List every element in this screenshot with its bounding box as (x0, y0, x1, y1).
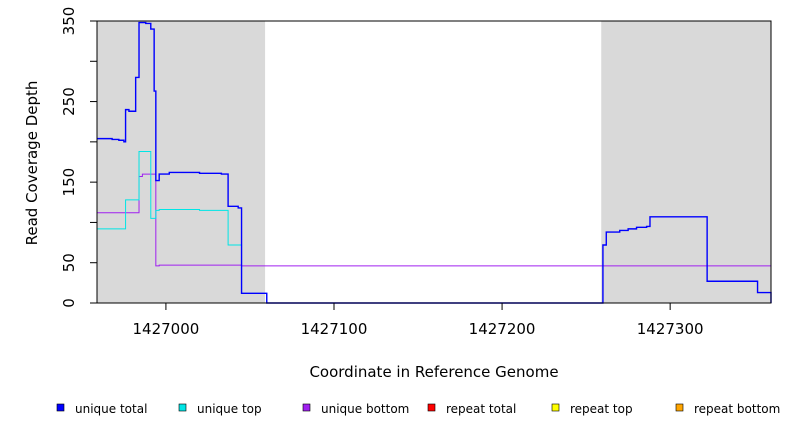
legend-swatch-unique-bottom (302, 403, 311, 412)
legend-label-repeat-total: repeat total (446, 402, 516, 416)
legend: unique total unique top unique bottom repea… (56, 402, 780, 416)
y-tick-label: 150 (60, 168, 78, 197)
legend-label-unique-total: unique total (75, 402, 147, 416)
legend-swatch-repeat-total (427, 403, 436, 412)
y-tick-label: 350 (60, 7, 78, 36)
legend-label-unique-bottom: unique bottom (321, 402, 409, 416)
x-tick-label: 1427000 (133, 320, 200, 338)
y-tick-label: 250 (60, 87, 78, 116)
shaded-region-0 (97, 21, 266, 303)
series-line-unique-total (97, 21, 772, 304)
shaded-region-1 (601, 21, 771, 303)
legend-swatch-unique-top (178, 403, 187, 412)
y-tick-label: 0 (60, 298, 78, 308)
legend-swatch-repeat-top (551, 403, 560, 412)
x-tick-label: 1427100 (301, 320, 368, 338)
legend-swatch-repeat-bottom (675, 403, 684, 412)
x-axis-title: Coordinate in Reference Genome (309, 363, 558, 381)
x-axis: 1427000 1427100 1427200 1427300 (133, 303, 704, 338)
x-tick-label: 1427200 (469, 320, 536, 338)
legend-label-unique-top: unique top (197, 402, 262, 416)
legend-label-repeat-bottom: repeat bottom (694, 402, 780, 416)
y-axis-title: Read Coverage Depth (23, 81, 41, 246)
x-tick-label: 1427300 (637, 320, 704, 338)
y-tick-label: 50 (60, 253, 78, 272)
y-axis: 0 50 150 250 350 (60, 7, 98, 308)
legend-label-repeat-top: repeat top (570, 402, 633, 416)
shaded-regions (97, 21, 771, 303)
legend-swatch-unique-total (56, 403, 65, 412)
